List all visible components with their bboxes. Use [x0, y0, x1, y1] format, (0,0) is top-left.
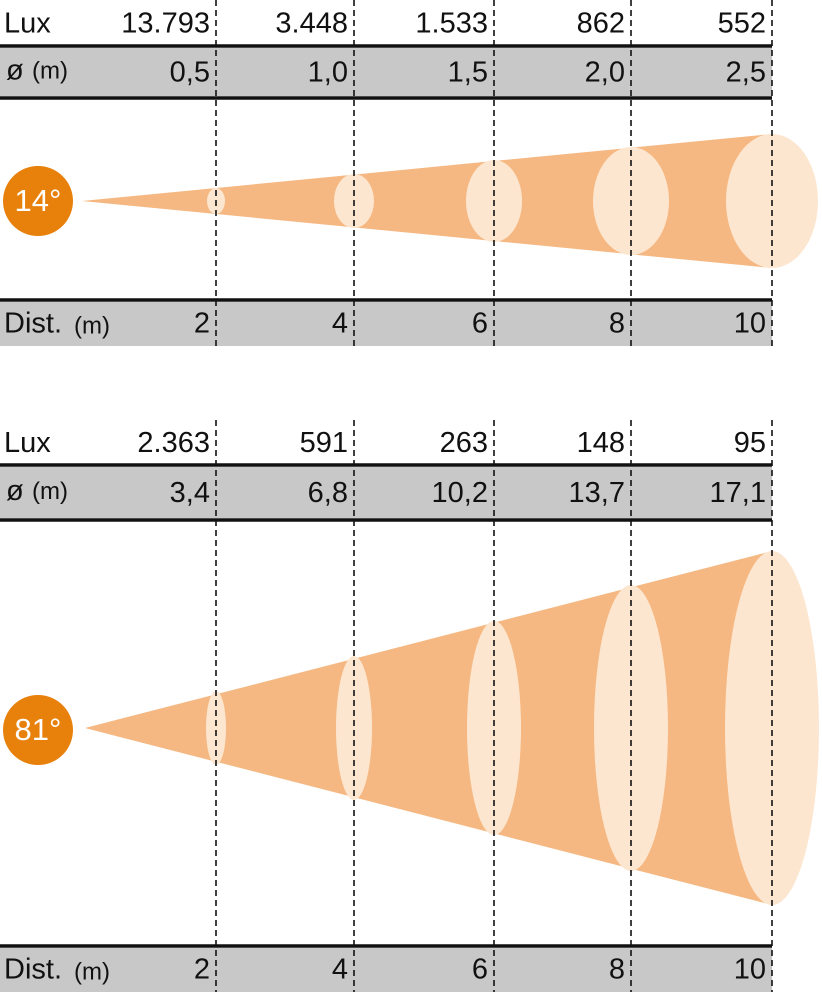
diameter-label: ø: [6, 55, 24, 87]
lux-value: 95: [734, 427, 766, 459]
beam-cone: [82, 134, 772, 268]
lux-label: Lux: [4, 427, 51, 459]
lux-value: 2.363: [137, 427, 210, 459]
diameter-value: 17,1: [710, 477, 766, 509]
lux-value: 3.448: [275, 8, 348, 40]
beam-section: [725, 551, 819, 905]
diameter-value: 0,5: [170, 57, 210, 89]
distance-value: 6: [472, 308, 488, 340]
beam-section: [336, 656, 372, 800]
distance-unit: (m): [74, 312, 110, 339]
diameter-label: ø: [6, 475, 24, 507]
angle-label: 81°: [15, 712, 62, 747]
distance-value: 10: [734, 308, 766, 340]
distance-label: Dist.: [4, 308, 62, 340]
beam-cone: [85, 551, 772, 905]
diameter-value: 1,5: [448, 57, 488, 89]
diameter-value: 2,5: [726, 57, 766, 89]
distance-row-bg: [0, 948, 772, 992]
angle-badge: [3, 695, 73, 765]
lux-value: 13.793: [121, 8, 210, 40]
distance-label: Dist.: [4, 954, 62, 986]
distance-value: 2: [194, 954, 210, 986]
distance-value: 4: [332, 954, 348, 986]
angle-badge: [3, 166, 73, 236]
angle-label: 14°: [15, 183, 62, 218]
distance-value: 4: [332, 308, 348, 340]
distance-value: 2: [194, 308, 210, 340]
lux-label: Lux: [4, 8, 51, 40]
beam-section: [467, 621, 521, 835]
distance-value: 8: [609, 308, 625, 340]
diameter-unit: (m): [32, 57, 68, 84]
lux-value: 591: [300, 427, 348, 459]
diameter-row-bg: [0, 467, 772, 518]
diameter-value: 3,4: [170, 477, 210, 509]
distance-value: 6: [472, 954, 488, 986]
lux-value: 148: [577, 427, 625, 459]
distance-unit: (m): [74, 958, 110, 985]
distance-value: 10: [734, 954, 766, 986]
beam-section: [594, 585, 668, 871]
diameter-unit: (m): [32, 478, 68, 505]
diameter-row-bg: [0, 48, 772, 96]
lux-value: 552: [718, 8, 766, 40]
lux-value: 1.533: [415, 8, 488, 40]
diameter-value: 2,0: [585, 57, 625, 89]
diameter-value: 10,2: [432, 477, 488, 509]
diameter-value: 13,7: [569, 477, 625, 509]
distance-value: 8: [609, 954, 625, 986]
lux-value: 263: [440, 427, 488, 459]
beam-section: [206, 691, 226, 765]
diameter-value: 1,0: [308, 57, 348, 89]
lux-value: 862: [577, 8, 625, 40]
diameter-value: 6,8: [308, 477, 348, 509]
distance-row-bg: [0, 302, 772, 346]
